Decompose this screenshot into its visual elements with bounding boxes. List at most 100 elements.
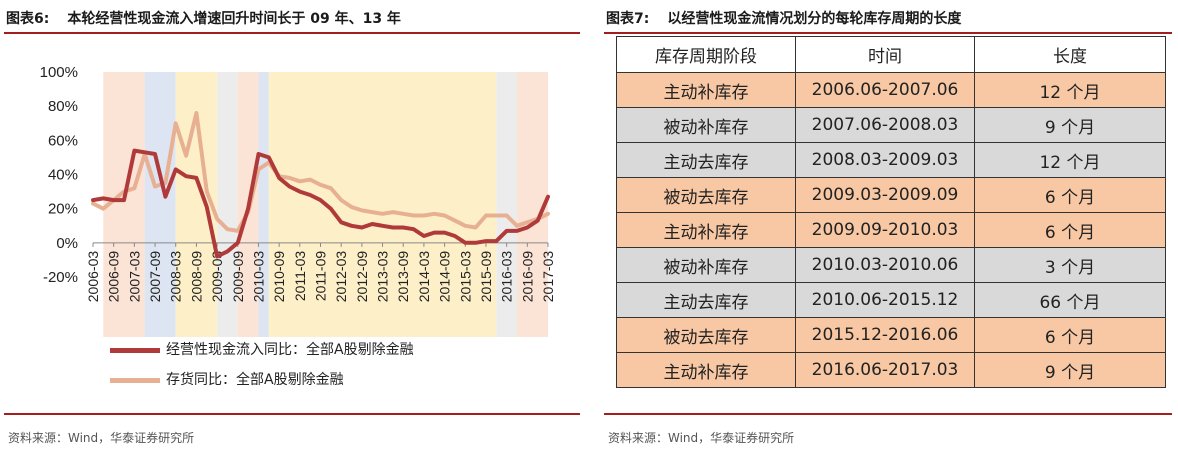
x-tick-label: 2013-09: [395, 251, 411, 303]
table-row: 被动补库存 2010.03-2010.06 3 个月: [616, 247, 1166, 283]
left-bottom-rule: [4, 413, 580, 415]
cell-stage: 被动去库存: [616, 317, 796, 353]
inventory-cycle-table: 库存周期阶段 时间 长度 主动补库存 2006.06-2007.06 12 个月 被动…: [616, 36, 1166, 388]
cycle-band: [217, 72, 238, 337]
legend-label-inventory: 存货同比：全部A股剔除金融: [166, 372, 344, 388]
left-figure: 图表6: 本轮经营性现金流入增速回升时间长于 09 年、13 年 -20% 0% 20…: [0, 0, 580, 457]
table-row: 主动去库存 2010.06-2015.12 66 个月: [616, 282, 1166, 318]
table-row: 主动补库存 2016.06-2017.03 9 个月: [616, 352, 1166, 388]
cell-period: 2006.06-2007.06: [795, 72, 975, 108]
x-tick-label: 2016-03: [499, 251, 515, 303]
left-source-note: 资料来源：Wind，华泰证券研究所: [8, 431, 195, 445]
legend-swatch-inventory: [110, 377, 160, 383]
x-tick-label: 2011-09: [313, 251, 329, 302]
cell-length: 12 个月: [974, 72, 1166, 108]
header-period: 时间: [795, 36, 975, 73]
x-tick-label: 2008-09: [188, 251, 204, 303]
cell-stage: 主动去库存: [616, 142, 796, 178]
cell-length: 3 个月: [974, 247, 1166, 283]
cell-length: 9 个月: [974, 107, 1166, 143]
cell-period: 2009.09-2010.03: [795, 212, 975, 248]
x-tick-label: 2006-09: [106, 251, 122, 303]
cell-stage: 主动补库存: [616, 72, 796, 108]
cell-length: 6 个月: [974, 177, 1166, 213]
right-figure: 图表7: 以经营性现金流情况划分的每轮库存周期的长度 库存周期阶段 时间 长度 主…: [600, 0, 1172, 457]
cell-length: 6 个月: [974, 212, 1166, 248]
cycle-band: [258, 72, 269, 337]
cell-stage: 主动补库存: [616, 352, 796, 388]
cell-stage: 主动补库存: [616, 212, 796, 248]
left-figure-title-text: 本轮经营性现金流入增速回升时间长于 09 年、13 年: [67, 11, 401, 27]
cycle-band: [144, 72, 176, 337]
x-tick-label: 2015-03: [457, 251, 473, 303]
cycle-band: [268, 72, 497, 337]
y-tick-label: -20%: [43, 269, 78, 286]
cell-period: 2010.03-2010.06: [795, 247, 975, 283]
table-row: 主动补库存 2009.09-2010.03 6 个月: [616, 212, 1166, 248]
right-figure-title-text: 以经营性现金流情况划分的每轮库存周期的长度: [667, 11, 962, 27]
table-row: 主动补库存 2006.06-2007.06 12 个月: [616, 72, 1166, 108]
cell-period: 2007.06-2008.03: [795, 107, 975, 143]
right-figure-number: 图表7:: [606, 11, 650, 27]
cell-stage: 主动去库存: [616, 282, 796, 318]
right-figure-title: 图表7: 以经营性现金流情况划分的每轮库存周期的长度: [606, 8, 961, 28]
x-tick-label: 2015-09: [478, 251, 494, 303]
cell-length: 66 个月: [974, 282, 1166, 318]
x-tick-label: 2010-03: [250, 251, 266, 303]
x-tick-label: 2014-09: [437, 251, 453, 303]
x-tick-label: 2007-09: [147, 251, 163, 303]
y-tick-label: 100%: [40, 64, 78, 81]
y-tick-label: 20%: [48, 201, 78, 218]
legend-swatch-cashflow: [110, 347, 160, 353]
left-title-rule: [4, 32, 580, 34]
x-tick-label: 2006-03: [85, 251, 101, 303]
x-tick-label: 2014-03: [416, 251, 432, 303]
y-tick-label: 0%: [56, 235, 78, 252]
x-tick-label: 2007-03: [126, 251, 142, 303]
right-source-note: 资料来源：Wind，华泰证券研究所: [608, 431, 795, 445]
right-bottom-rule: [604, 413, 1172, 415]
legend-label-cashflow: 经营性现金流入同比：全部A股剔除金融: [166, 342, 414, 358]
series-line-inventory: [91, 111, 550, 233]
x-tick-label: 2010-09: [271, 251, 287, 303]
cycle-band: [496, 72, 517, 337]
right-title-rule: [604, 32, 1172, 34]
cell-period: 2015.12-2016.06: [795, 317, 975, 353]
x-tick-label: 2012-03: [333, 251, 349, 303]
left-figure-title: 图表6: 本轮经营性现金流入增速回升时间长于 09 年、13 年: [6, 8, 401, 28]
table-row: 被动补库存 2007.06-2008.03 9 个月: [616, 107, 1166, 143]
line-chart: -20%0%20%40%60%80%100%2006-03 2006-09 2007…: [40, 64, 556, 337]
y-tick-label: 80%: [48, 98, 78, 115]
table-row: 主动去库存 2008.03-2009.03 12 个月: [616, 142, 1166, 178]
x-tick-label: 2016-09: [519, 251, 535, 303]
x-tick-label: 2017-03: [540, 251, 556, 303]
cell-period: 2010.06-2015.12: [795, 282, 975, 318]
cell-stage: 被动去库存: [616, 177, 796, 213]
cell-length: 12 个月: [974, 142, 1166, 178]
cell-stage: 被动补库存: [616, 247, 796, 283]
table-row: 被动去库存 2009.03-2009.09 6 个月: [616, 177, 1166, 213]
x-tick-label: 2013-03: [375, 251, 391, 303]
x-tick-label: 2012-09: [354, 251, 370, 303]
x-tick-label: 2009-03: [209, 251, 225, 303]
cell-stage: 被动补库存: [616, 107, 796, 143]
table-header-row: 库存周期阶段 时间 长度: [616, 36, 1166, 73]
header-length: 长度: [974, 36, 1166, 73]
x-tick-label: 2008-03: [168, 251, 184, 303]
cell-period: 2009.03-2009.09: [795, 177, 975, 213]
legend-item-inventory: 存货同比：全部A股剔除金融: [110, 369, 344, 389]
cell-length: 9 个月: [974, 352, 1166, 388]
cell-period: 2008.03-2009.03: [795, 142, 975, 178]
table-row: 被动去库存 2015.12-2016.06 6 个月: [616, 317, 1166, 353]
y-tick-label: 40%: [48, 167, 78, 184]
x-tick-label: 2009-09: [230, 251, 246, 303]
legend-item-cashflow: 经营性现金流入同比：全部A股剔除金融: [110, 339, 414, 359]
cell-period: 2016.06-2017.03: [795, 352, 975, 388]
y-tick-label: 60%: [48, 132, 78, 149]
cell-length: 6 个月: [974, 317, 1166, 353]
x-tick-label: 2011-03: [292, 251, 308, 302]
series-line-cashflow: [91, 148, 550, 259]
header-stage: 库存周期阶段: [616, 36, 796, 73]
left-figure-number: 图表6:: [6, 11, 50, 27]
table-body: 主动补库存 2006.06-2007.06 12 个月 被动补库存 2007.06-20…: [616, 72, 1166, 388]
